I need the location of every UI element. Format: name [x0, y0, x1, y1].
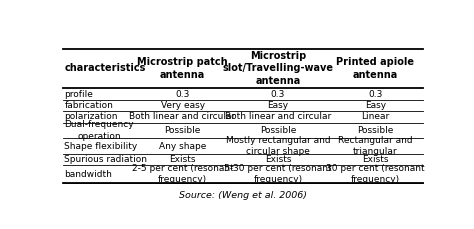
Text: Exists: Exists: [265, 155, 292, 164]
Text: Easy: Easy: [365, 101, 386, 110]
Text: Exists: Exists: [169, 155, 196, 164]
Text: Any shape: Any shape: [159, 142, 206, 151]
Text: Source: (Weng et al. 2006): Source: (Weng et al. 2006): [179, 191, 307, 200]
Text: 5-30 per cent (resonant
frequency): 5-30 per cent (resonant frequency): [224, 164, 332, 184]
Text: Mostly rectangular and
circular shape: Mostly rectangular and circular shape: [226, 136, 330, 156]
Text: 30 per cent (resonant
frequency): 30 per cent (resonant frequency): [326, 164, 425, 184]
Text: Rectangular and
triangular: Rectangular and triangular: [338, 136, 412, 156]
Text: Microstrip
slot/Travelling-wave
antenna: Microstrip slot/Travelling-wave antenna: [222, 51, 334, 86]
Text: fabrication: fabrication: [64, 101, 113, 110]
Text: Both linear and circular: Both linear and circular: [129, 112, 236, 121]
Text: Easy: Easy: [267, 101, 289, 110]
Text: Exists: Exists: [362, 155, 389, 164]
Text: characteristics: characteristics: [64, 63, 146, 74]
Text: polarization: polarization: [64, 112, 118, 121]
Text: 0.3: 0.3: [368, 90, 383, 98]
Text: Possible: Possible: [260, 126, 296, 135]
Text: 2-5 per cent (resonant
frequency): 2-5 per cent (resonant frequency): [132, 164, 234, 184]
Text: Microstrip patch
antenna: Microstrip patch antenna: [137, 57, 228, 80]
Text: Possible: Possible: [164, 126, 201, 135]
Text: Very easy: Very easy: [161, 101, 205, 110]
Text: Both linear and circular: Both linear and circular: [225, 112, 331, 121]
Text: Possible: Possible: [357, 126, 393, 135]
Text: profile: profile: [64, 90, 93, 98]
Text: Dual-frequency
operation: Dual-frequency operation: [64, 120, 134, 141]
Text: 0.3: 0.3: [271, 90, 285, 98]
Text: Linear: Linear: [361, 112, 389, 121]
Text: Printed apiole
antenna: Printed apiole antenna: [336, 57, 414, 80]
Text: Spurious radiation: Spurious radiation: [64, 155, 147, 164]
Text: Shape flexibility: Shape flexibility: [64, 142, 137, 151]
Text: 0.3: 0.3: [175, 90, 190, 98]
Text: bandwidth: bandwidth: [64, 169, 112, 179]
